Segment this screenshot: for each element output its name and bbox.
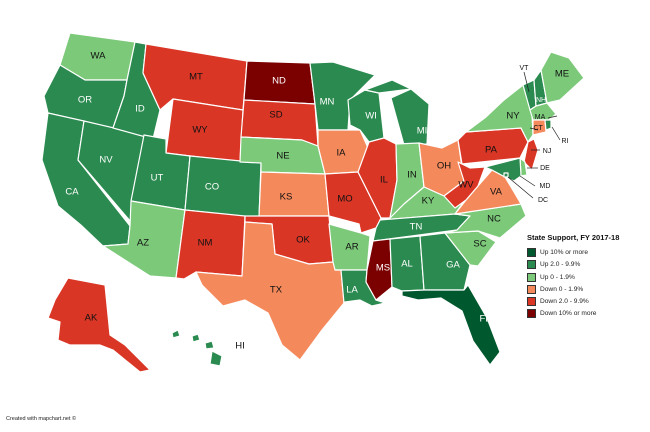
state-tx[interactable] [195, 221, 345, 361]
label-me: ME [555, 69, 569, 80]
state-ri[interactable] [544, 119, 552, 131]
label-mi: MI [417, 126, 428, 137]
label-ne: NE [276, 151, 289, 162]
label-wv: WV [458, 180, 474, 191]
label-mn: MN [320, 97, 335, 108]
legend-item: Up 0 - 1.9% [527, 272, 647, 283]
credit-text: Created with mapchart.net © [6, 416, 77, 422]
legend-swatch [527, 309, 536, 319]
label-tx: TX [270, 285, 283, 296]
legend-item: Down 0 - 1.9% [527, 284, 647, 295]
label-il: IL [380, 175, 388, 186]
label-tn: TN [410, 222, 423, 233]
label-ar: AR [345, 242, 358, 253]
state-mi[interactable] [364, 79, 430, 146]
label-ca: CA [65, 187, 79, 198]
label-mo: MO [337, 194, 352, 205]
legend-label: Up 2.0 - 9.9% [540, 261, 581, 269]
label-dc: DC [538, 197, 548, 204]
state-ak[interactable] [47, 277, 151, 373]
label-id: ID [135, 104, 145, 115]
label-sc: SC [473, 239, 486, 250]
label-vt: VT [520, 65, 530, 72]
state-dc[interactable] [503, 172, 509, 178]
legend-item: Up 2.0 - 9.9% [527, 259, 647, 270]
label-ut: UT [151, 173, 164, 184]
legend-label: Up 0 - 1.9% [540, 273, 575, 281]
legend-item: Down 10% or more [527, 308, 647, 319]
label-wy: WY [192, 125, 208, 136]
state-ct[interactable] [532, 119, 547, 136]
label-ms: MS [376, 263, 390, 274]
label-md: MD [540, 183, 551, 190]
leader-lines [507, 71, 561, 199]
legend-item: Down 2.0 - 9.9% [527, 296, 647, 307]
label-nh: NH [536, 97, 546, 104]
label-co: CO [205, 182, 219, 193]
label-mt: MT [189, 72, 203, 83]
state-fl[interactable] [401, 284, 501, 366]
label-ks: KS [280, 192, 293, 203]
label-or: OR [78, 95, 92, 106]
legend-swatch [527, 297, 536, 307]
label-wa: WA [91, 51, 107, 62]
label-pa: PA [485, 145, 498, 156]
state-ks[interactable] [258, 171, 330, 217]
legend-swatch [527, 260, 536, 270]
label-sd: SD [269, 110, 282, 121]
label-ky: KY [422, 196, 435, 207]
legend-swatch [527, 272, 536, 282]
label-nc: NC [487, 214, 501, 225]
state-nj[interactable] [523, 138, 539, 171]
label-ak: AK [85, 313, 98, 324]
label-de: DE [540, 165, 550, 172]
state-ga[interactable] [419, 232, 471, 291]
label-wi: WI [365, 111, 377, 122]
label-hi: HI [235, 341, 245, 352]
legend-swatch [527, 248, 536, 257]
state-md[interactable] [484, 157, 522, 182]
label-fl: FL [479, 314, 490, 325]
legend: State Support, FY 2017-18 Up 10% or more… [527, 233, 647, 321]
label-ga: GA [446, 260, 460, 271]
label-oh: OH [437, 161, 451, 172]
legend-swatch [527, 284, 536, 294]
legend-title: State Support, FY 2017-18 [527, 233, 620, 242]
label-va: VA [490, 187, 503, 198]
legend-label: Down 2.0 - 9.9% [540, 298, 589, 306]
label-nd: ND [272, 76, 286, 87]
label-az: AZ [137, 238, 149, 249]
label-ny: NY [506, 111, 520, 122]
label-ri: RI [562, 138, 569, 145]
legend-item: Up 10% or more [527, 247, 647, 258]
label-nj: NJ [543, 148, 552, 155]
legend-label: Up 10% or more [540, 249, 589, 256]
state-co[interactable] [184, 155, 262, 219]
label-in: IN [407, 170, 417, 181]
label-ct: CT [533, 125, 543, 132]
label-nv: NV [99, 155, 113, 166]
label-nm: NM [198, 238, 213, 249]
label-al: AL [401, 259, 413, 270]
state-hi[interactable] [171, 329, 223, 367]
label-ia: IA [337, 148, 347, 159]
label-la: LA [346, 285, 358, 296]
label-ok: OK [296, 235, 310, 246]
legend-label: Down 0 - 1.9% [540, 285, 584, 293]
legend-label: Down 10% or more [540, 310, 597, 318]
label-ma: MA [535, 114, 546, 121]
